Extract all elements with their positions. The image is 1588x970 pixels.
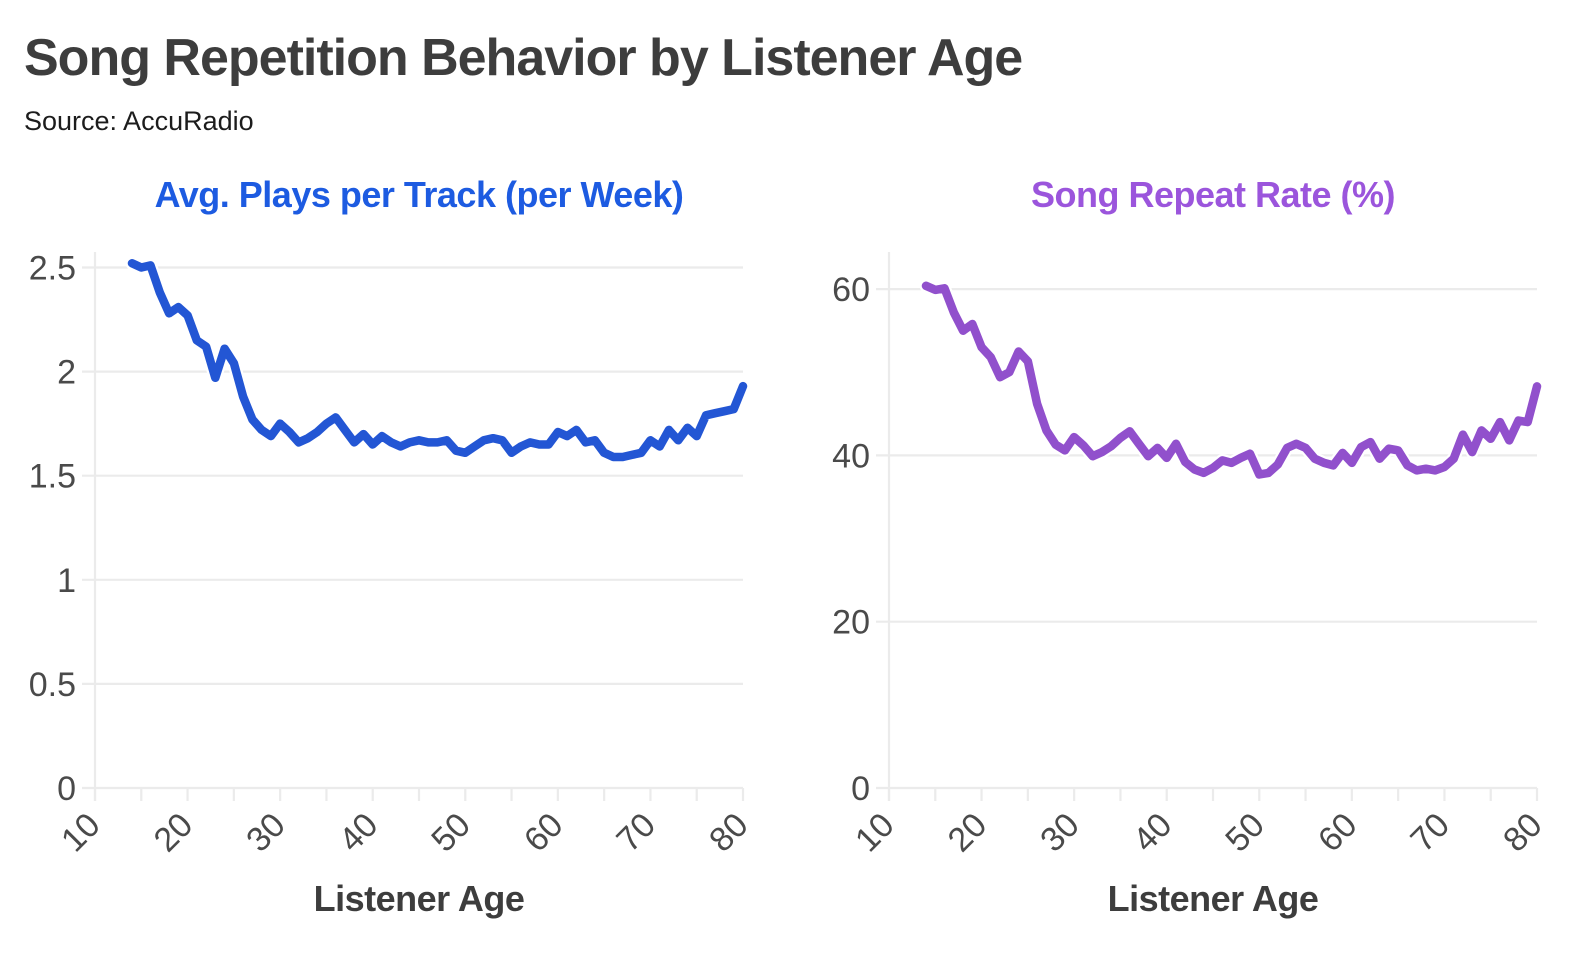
x-tick-label: 30 xyxy=(239,806,293,860)
y-tick-label: 0 xyxy=(851,770,870,808)
data-line xyxy=(921,281,1542,479)
x-tick-label: 40 xyxy=(332,806,386,860)
x-tick-label: 10 xyxy=(848,806,902,860)
avg-plays-line-chart: 0 0.5 1 1.5 2 2.5 10 20 30 40 50 60 70 80 xyxy=(29,249,756,860)
x-tick-label: 30 xyxy=(1033,806,1087,860)
chart-panel-avg-plays: Avg. Plays per Track (per Week) 0 0.5 1 1.5… xyxy=(29,174,756,919)
x-tick-label: 20 xyxy=(147,806,201,860)
y-tick-label: 20 xyxy=(832,604,870,642)
x-tick-label: 70 xyxy=(1403,806,1457,860)
x-tick-label: 20 xyxy=(941,806,995,860)
x-tick-label: 40 xyxy=(1126,806,1180,860)
x-tick-label: 60 xyxy=(517,806,571,860)
x-tick-label: 80 xyxy=(1496,806,1550,860)
repeat-rate-line-chart: 0 20 40 60 10 20 30 40 50 60 70 80 xyxy=(832,252,1550,860)
chart-panel-repeat-rate: Song Repeat Rate (%) 0 20 40 60 10 20 30 40 50 60… xyxy=(794,0,1588,970)
y-tick-label: 40 xyxy=(832,437,870,475)
x-tick-label: 60 xyxy=(1311,806,1365,860)
y-tick-label: 2 xyxy=(57,354,76,392)
y-tick-label: 60 xyxy=(832,271,870,309)
figure-source: Source: AccuRadio xyxy=(24,106,254,136)
x-axis-label-repeat-rate: Listener Age xyxy=(1107,878,1319,919)
y-tick-label: 1 xyxy=(57,562,76,600)
data-line-halo xyxy=(919,279,1544,481)
x-tick-label: 10 xyxy=(54,806,108,860)
data-line xyxy=(127,259,748,462)
x-tick-label: 70 xyxy=(609,806,663,860)
y-tick-label: 0.5 xyxy=(29,666,76,704)
y-tick-label: 2.5 xyxy=(29,249,76,287)
x-tick-label: 50 xyxy=(424,806,478,860)
chart-title-repeat-rate: Song Repeat Rate (%) xyxy=(1030,174,1396,215)
figure-title: Song Repetition Behavior by Listener Age xyxy=(24,29,1023,87)
chart-title-avg-plays: Avg. Plays per Track (per Week) xyxy=(154,174,684,215)
x-tick-label: 50 xyxy=(1218,806,1272,860)
y-tick-label: 0 xyxy=(57,770,76,808)
y-tick-label: 1.5 xyxy=(29,458,76,496)
x-axis-label-avg-plays: Listener Age xyxy=(313,878,525,919)
x-tick-label: 80 xyxy=(702,806,756,860)
